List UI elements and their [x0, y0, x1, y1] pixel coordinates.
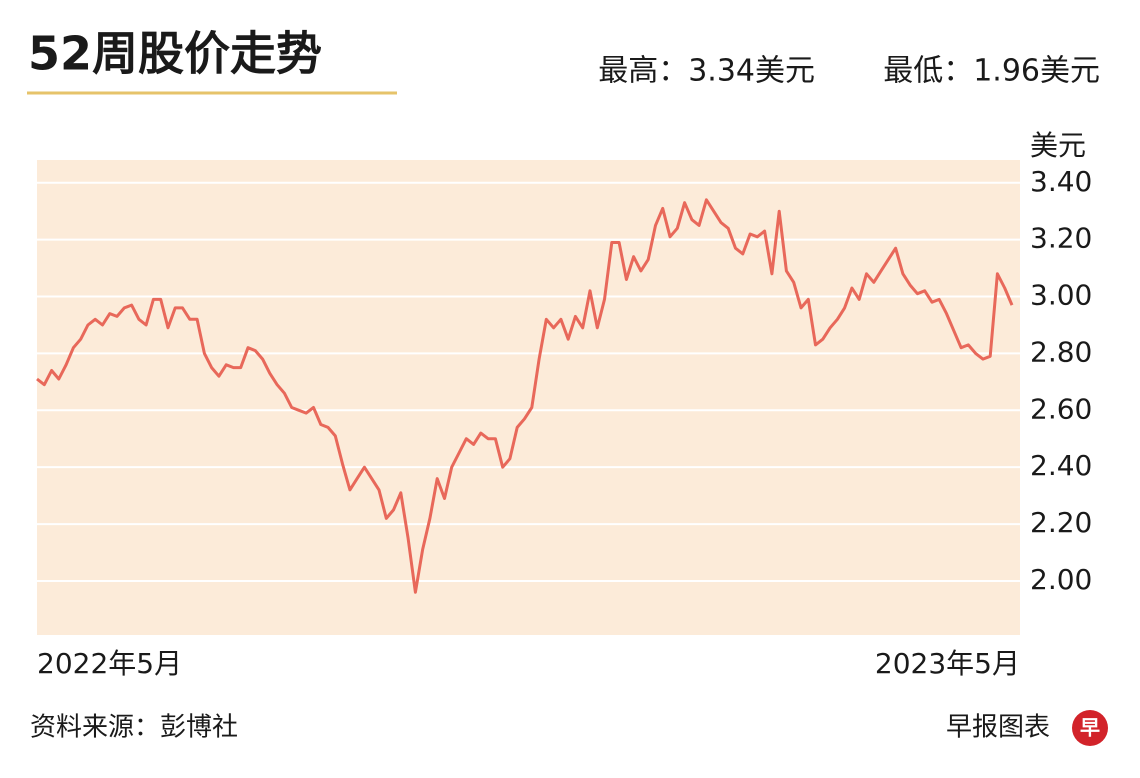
- y-tick-label: 3.40: [1030, 165, 1092, 198]
- logo: 早: [1080, 716, 1100, 740]
- price-line: [36, 198, 1014, 594]
- credit: 早报图表: [946, 713, 1050, 743]
- y-tick-label: 3.00: [1030, 279, 1092, 312]
- source: 资料来源：彭博社: [30, 713, 238, 743]
- high-annotation: 最高：3.34美元: [598, 54, 815, 89]
- low-annotation: 最低：1.96美元: [883, 54, 1100, 89]
- chart-title: 52周股价走势: [28, 27, 322, 81]
- y-tick-label: 2.40: [1030, 449, 1092, 482]
- y-tick-label: 2.20: [1030, 506, 1092, 539]
- plot-area: [37, 160, 1020, 635]
- logo-circle: [1072, 710, 1108, 746]
- y-tick-label: 3.20: [1030, 222, 1092, 255]
- x-tick-label: 2023年5月: [875, 647, 1020, 680]
- y-tick-label: 2.00: [1030, 563, 1092, 596]
- y-tick-label: 2.60: [1030, 392, 1092, 425]
- y-tick-label: 2.80: [1030, 335, 1092, 368]
- x-tick-label: 2022年5月: [37, 647, 182, 680]
- y-axis-label: 美元: [1030, 129, 1086, 162]
